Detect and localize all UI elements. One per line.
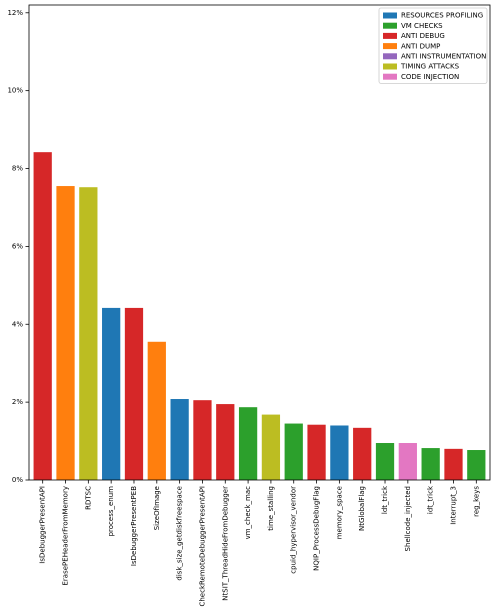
legend-label: ANTI INSTRUMENTATION [401,53,486,61]
bars-layer [33,152,486,481]
x-tick-label: cpuid_hypervisor_vendor [290,486,298,574]
legend-swatch [383,12,397,19]
bar-vm_check_mac [238,407,258,480]
legend-label: RESOURCES PROFILING [401,12,483,20]
x-tick-label: disk_size_getdiskfreespace [176,486,184,581]
x-tick-label: NtSIT_ThreadHideFromDebugger [221,486,229,601]
bar-Interrupt_3 [444,448,463,480]
x-tick-label: CheckRemoteDebuggerPresentAPI [198,486,206,607]
x-tick-label: NtGlobalFlag [358,486,366,531]
x-tick-label: Shellcode_injected [404,486,412,551]
legend-box [378,7,488,84]
legend: RESOURCES PROFILING VM CHECKS ANTI DEBUG AN… [378,7,488,84]
bar-reg_keys [467,450,486,480]
x-tick-label: vm_check_mac [244,486,252,540]
bar-SizeOfImage [147,341,166,480]
axes: IsDebuggerPresentAPI ErasePEHeaderFromMem… [7,4,491,607]
bar-NQIP_ProcessDebugFlag [307,424,326,480]
legend-swatch [383,73,397,80]
x-tick-label: idt_trick [427,485,435,514]
legend-label: ANTI DEBUG [401,32,445,40]
bar-NtGlobalFlag [353,427,372,480]
x-tick-label: IsDebuggerPresentAPI [39,486,47,564]
x-tick-label: RDTSC [84,486,92,510]
y-tick-label: 12% [7,9,23,17]
legend-swatch [383,43,397,50]
bar-time_stalling [261,414,281,480]
y-tick-label: 10% [7,87,23,95]
bar-IsDebuggerPresentPEB [124,307,144,480]
bar-RDTSC [79,187,98,480]
legend-swatch [383,32,397,39]
y-tick-label: 0% [12,476,23,484]
x-tick-label: SizeOfImage [153,486,161,530]
x-tick-label: ldt_trick [381,485,389,514]
bar-disk_size_getdiskfreespace [170,399,189,480]
bar-IsDebuggerPresentAPI [33,152,52,481]
legend-label: ANTI DUMP [401,42,440,50]
y-tick-label: 8% [12,165,23,173]
x-tick-label: IsDebuggerPresentPEB [130,486,138,566]
x-tick-label: reg_keys [472,486,480,517]
x-tick-label: Interrupt_3 [449,486,457,525]
bar-idt_trick [421,448,440,480]
bar-process_enum [102,307,121,480]
x-tick-label: memory_space [335,486,343,539]
bar-Shellcode_injected [398,443,417,480]
bar-CheckRemoteDebuggerPresentAPI [193,400,212,480]
bar-NtSIT_ThreadHideFromDebugger [216,404,235,480]
legend-label: TIMING ATTACKS [400,63,460,71]
bar-ldt_trick [375,443,395,480]
bar-ErasePEHeaderFromMemory [56,186,75,481]
y-tick-label: 2% [12,398,23,406]
y-tick-label: 6% [12,242,23,250]
y-tick-label: 4% [12,320,23,328]
legend-swatch [383,63,397,70]
legend-label: CODE INJECTION [401,73,459,81]
x-tick-label: NQIP_ProcessDebugFlag [313,486,321,571]
legend-swatch [383,22,397,29]
plot-frame [28,4,491,481]
x-tick-label: process_enum [107,486,115,537]
bar-cpuid_hypervisor_vendor [284,423,303,480]
bar-memory_space [330,425,349,480]
x-tick-label: time_stalling [267,486,275,531]
x-tick-label: ErasePEHeaderFromMemory [62,486,70,586]
legend-swatch [383,53,397,60]
legend-label: VM CHECKS [401,22,443,30]
